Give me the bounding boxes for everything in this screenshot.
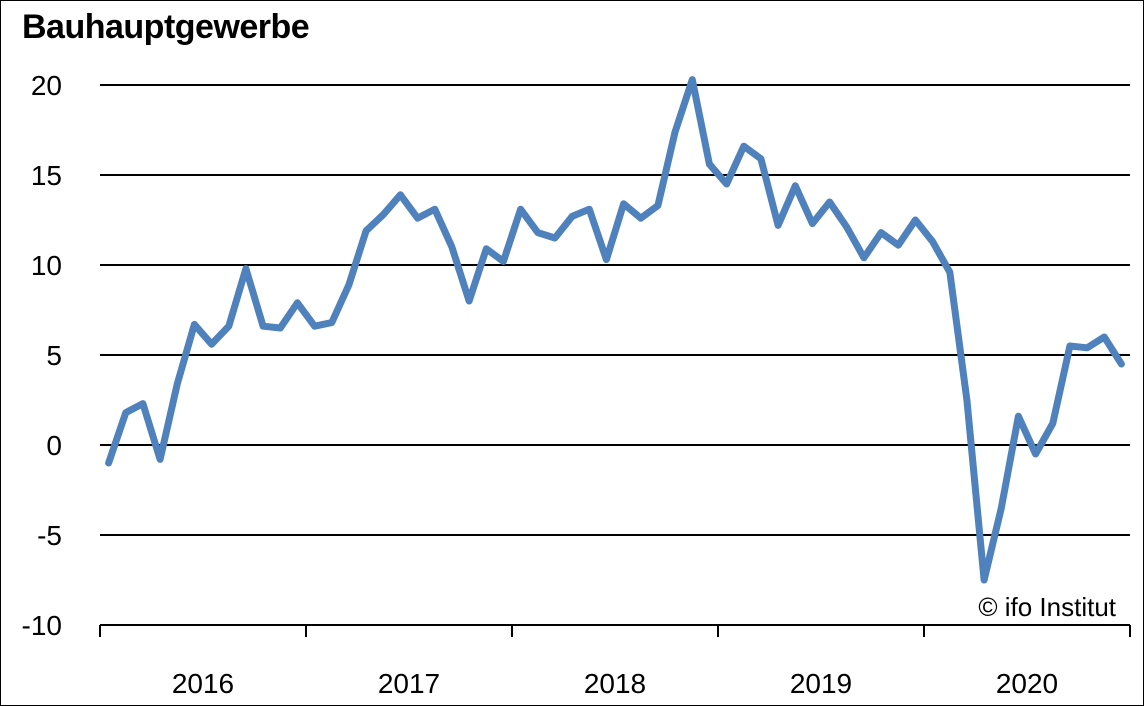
y-tick-label: 0	[46, 430, 62, 461]
x-tick-label: 2019	[790, 668, 852, 699]
y-tick-label: 20	[31, 70, 62, 101]
x-axis	[99, 624, 1131, 637]
chart-title: Bauhauptgewerbe	[22, 8, 310, 46]
y-tick-label: 10	[31, 250, 62, 281]
x-tick-label: 2018	[584, 668, 646, 699]
x-tick-label: 2017	[378, 668, 440, 699]
y-tick-label: 15	[31, 160, 62, 191]
series-group	[105, 76, 1125, 584]
copyright-annotation: © ifo Institut	[978, 592, 1116, 622]
y-tick-label: 5	[46, 340, 62, 371]
y-tick-label: -5	[37, 520, 62, 551]
y-axis-tick-labels: 20 15 10 5 0 -5 -10	[22, 70, 62, 641]
series-line	[105, 76, 1125, 584]
x-tick-label: 2016	[172, 668, 234, 699]
x-axis-tick-labels: 2016 2017 2018 2019 2020	[172, 668, 1058, 699]
x-tick-label: 2020	[996, 668, 1058, 699]
y-tick-label: -10	[22, 610, 62, 641]
